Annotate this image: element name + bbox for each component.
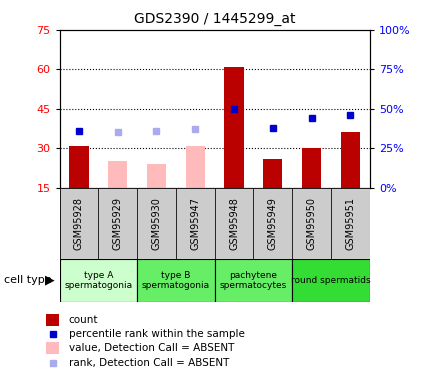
Bar [46, 342, 60, 354]
Bar [137, 188, 176, 259]
Bar [60, 188, 98, 259]
Bar [137, 259, 215, 302]
Title: GDS2390 / 1445299_at: GDS2390 / 1445299_at [134, 12, 295, 26]
Text: value, Detection Call = ABSENT: value, Detection Call = ABSENT [69, 344, 234, 354]
Bar [292, 188, 331, 259]
Text: GSM95948: GSM95948 [229, 196, 239, 250]
Text: cell type: cell type [4, 275, 52, 285]
Text: percentile rank within the sample: percentile rank within the sample [69, 329, 244, 339]
Bar [108, 161, 128, 188]
Bar [302, 148, 321, 188]
Bar [215, 259, 292, 302]
Text: GSM95949: GSM95949 [268, 196, 278, 250]
Bar [224, 67, 244, 188]
Bar [331, 188, 370, 259]
Text: GSM95928: GSM95928 [74, 196, 84, 250]
Text: type B
spermatogonia: type B spermatogonia [142, 271, 210, 290]
Bar [147, 164, 166, 188]
Text: GSM95951: GSM95951 [346, 196, 355, 250]
Text: GSM95947: GSM95947 [190, 196, 200, 250]
Bar [253, 188, 292, 259]
Text: rank, Detection Call = ABSENT: rank, Detection Call = ABSENT [69, 358, 229, 368]
Bar [341, 132, 360, 188]
Bar [60, 259, 137, 302]
Bar [176, 188, 215, 259]
Text: type A
spermatogonia: type A spermatogonia [64, 271, 132, 290]
Bar [69, 146, 88, 188]
Text: GSM95930: GSM95930 [151, 196, 162, 250]
Bar [98, 188, 137, 259]
Text: count: count [69, 315, 98, 325]
Text: GSM95950: GSM95950 [306, 196, 317, 250]
Bar [215, 188, 253, 259]
Bar [263, 159, 283, 188]
Text: pachytene
spermatocytes: pachytene spermatocytes [220, 271, 287, 290]
Bar [186, 146, 205, 188]
Text: round spermatids: round spermatids [291, 276, 371, 285]
Text: GSM95929: GSM95929 [113, 196, 123, 250]
Text: ▶: ▶ [45, 274, 54, 287]
Bar [292, 259, 370, 302]
Bar [46, 314, 60, 326]
